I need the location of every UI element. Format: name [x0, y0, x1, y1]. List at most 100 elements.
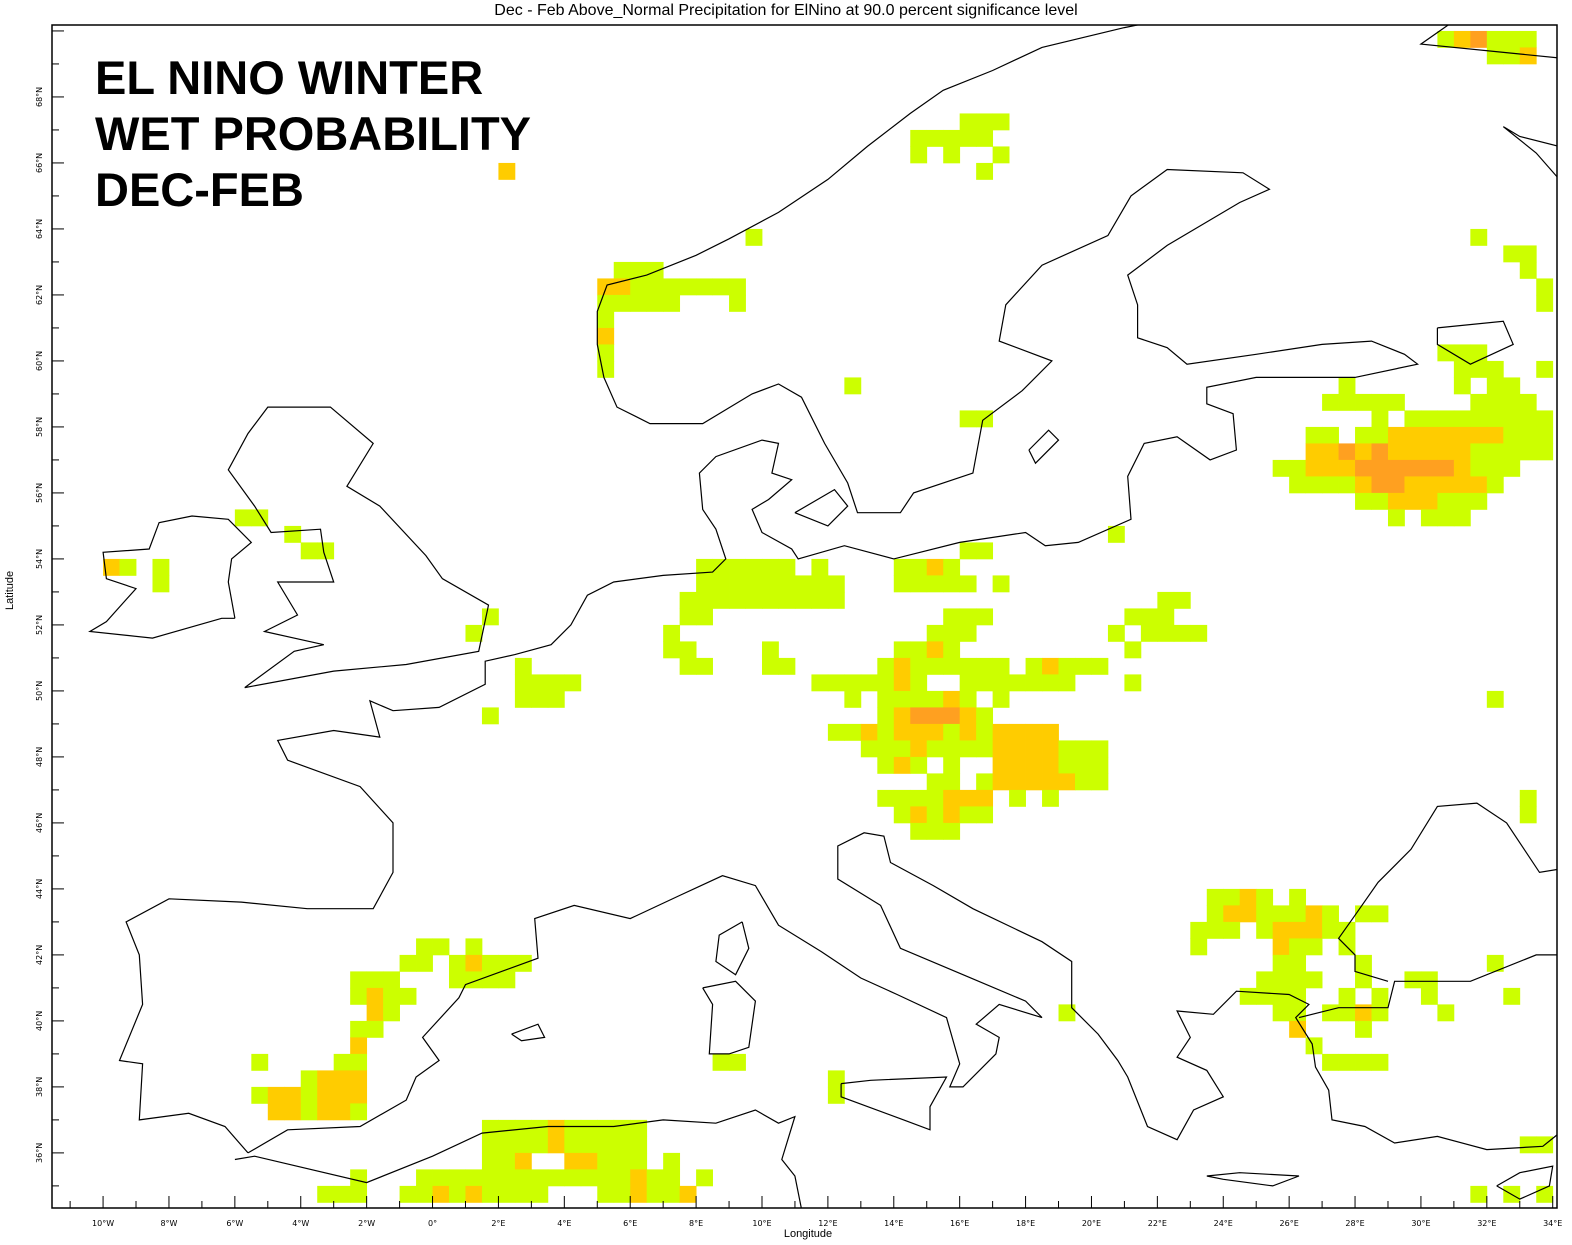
- grid-cell-g: [1058, 1004, 1076, 1022]
- grid-cell-g: [844, 674, 862, 692]
- grid-cell-g: [1272, 459, 1290, 477]
- grid-cell-g: [860, 674, 878, 692]
- grid-cell-g: [481, 1152, 499, 1170]
- grid-cell-y: [976, 789, 994, 807]
- grid-cell-g: [1190, 921, 1208, 939]
- grid-cell-g: [449, 1185, 466, 1203]
- grid-cell-g: [893, 806, 911, 824]
- grid-cell-g: [761, 558, 779, 576]
- grid-cell-g: [514, 1185, 532, 1203]
- grid-cell-g: [976, 162, 994, 180]
- grid-cell-g: [366, 971, 384, 989]
- grid-cell-y: [1387, 492, 1405, 510]
- grid-cell-g: [1157, 608, 1175, 626]
- grid-cell-g: [514, 657, 532, 675]
- coastline: [1502, 126, 1557, 178]
- grid-cell-y: [1272, 938, 1290, 956]
- grid-cell-y: [893, 657, 911, 675]
- x-axis-label: Longitude: [783, 1228, 833, 1240]
- grid-cell-g: [992, 657, 1010, 675]
- x-tick-label: 8°W: [160, 1219, 177, 1228]
- grid-cell-g: [976, 723, 994, 741]
- grid-cell-g: [761, 591, 779, 609]
- grid-cell-g: [481, 1119, 499, 1137]
- grid-cell-g: [910, 674, 928, 692]
- grid-cell-o: [926, 707, 944, 725]
- grid-cell-g: [959, 806, 977, 824]
- grid-cell-g: [1091, 773, 1109, 791]
- grid-cell-g: [877, 674, 895, 692]
- grid-cell-y: [432, 1185, 450, 1203]
- grid-cell-g: [943, 641, 961, 659]
- grid-cell-g: [481, 1169, 499, 1187]
- x-tick-label: 32°E: [1477, 1219, 1496, 1228]
- grid-cell-y: [992, 740, 1010, 758]
- grid-cell-y: [1387, 426, 1405, 444]
- grid-cell-g: [1272, 1004, 1290, 1022]
- y-tick-label: 64°N: [35, 219, 44, 239]
- grid-cell-g: [943, 773, 961, 791]
- coastlines: [88, 25, 1557, 1208]
- grid-cell-g: [943, 624, 961, 642]
- grid-cell-g: [1503, 47, 1521, 65]
- grid-cell-g: [1371, 492, 1389, 510]
- grid-cell-g: [1519, 789, 1537, 807]
- grid-cell-y: [498, 162, 516, 180]
- grid-cell-g: [976, 608, 994, 626]
- grid-cell-g: [1355, 393, 1372, 411]
- x-tick-label: 10°E: [752, 1219, 771, 1228]
- grid-cell-y: [1470, 476, 1488, 494]
- grid-cell-g: [1453, 492, 1471, 510]
- grid-cell-g: [696, 591, 713, 609]
- grid-cell-g: [943, 558, 961, 576]
- grid-cell-y: [1453, 426, 1471, 444]
- grid-cell-y: [1470, 426, 1488, 444]
- grid-cell-o: [1420, 459, 1438, 477]
- grid-cell-g: [1190, 624, 1208, 642]
- grid-cell-g: [465, 938, 483, 956]
- grid-cell-g: [597, 1136, 615, 1154]
- grid-cell-y: [992, 723, 1010, 741]
- grid-cell-y: [1042, 723, 1059, 741]
- grid-cell-g: [778, 575, 796, 593]
- grid-cell-y: [366, 987, 384, 1005]
- grid-cell-g: [1025, 674, 1043, 692]
- grid-cell-y: [1404, 426, 1422, 444]
- grid-cell-g: [910, 822, 928, 840]
- grid-cell-y: [1437, 426, 1455, 444]
- x-tick-label: 18°E: [1016, 1219, 1035, 1228]
- grid-cell-y: [1519, 47, 1537, 65]
- grid-cell-g: [1140, 608, 1158, 626]
- grid-cell-g: [1305, 1037, 1323, 1055]
- grid-cell-g: [300, 542, 318, 560]
- grid-cell-g: [910, 146, 928, 164]
- grid-cell-g: [1272, 987, 1290, 1005]
- grid-cell-y: [630, 1185, 648, 1203]
- grid-cell-g: [514, 690, 532, 708]
- grid-cell-y: [1453, 476, 1471, 494]
- grid-cell-g: [1437, 30, 1455, 48]
- grid-cell-g: [1470, 443, 1488, 461]
- grid-cell-g: [877, 789, 895, 807]
- x-tick-label: 22°E: [1148, 1219, 1167, 1228]
- grid-cell-y: [1289, 921, 1307, 939]
- grid-cell-g: [696, 575, 713, 593]
- grid-cell-g: [959, 624, 977, 642]
- grid-cell-g: [366, 1020, 384, 1038]
- grid-cell-g: [959, 575, 977, 593]
- grid-cell-g: [300, 1086, 318, 1104]
- grid-cell-g: [350, 987, 368, 1005]
- grid-cell-g: [959, 410, 977, 428]
- grid-cell-g: [498, 1152, 516, 1170]
- grid-cell-g: [712, 1053, 730, 1071]
- grid-cell-y: [1420, 492, 1438, 510]
- grid-cell-g: [877, 740, 895, 758]
- grid-cell-g: [1305, 938, 1323, 956]
- x-tick-label: 24°E: [1214, 1219, 1233, 1228]
- grid-cell-g: [564, 1136, 582, 1154]
- grid-cell-y: [1009, 723, 1026, 741]
- grid-cell-g: [893, 641, 911, 659]
- grid-cell-g: [926, 789, 944, 807]
- grid-cell-g: [498, 1136, 516, 1154]
- grid-cell-g: [910, 756, 928, 774]
